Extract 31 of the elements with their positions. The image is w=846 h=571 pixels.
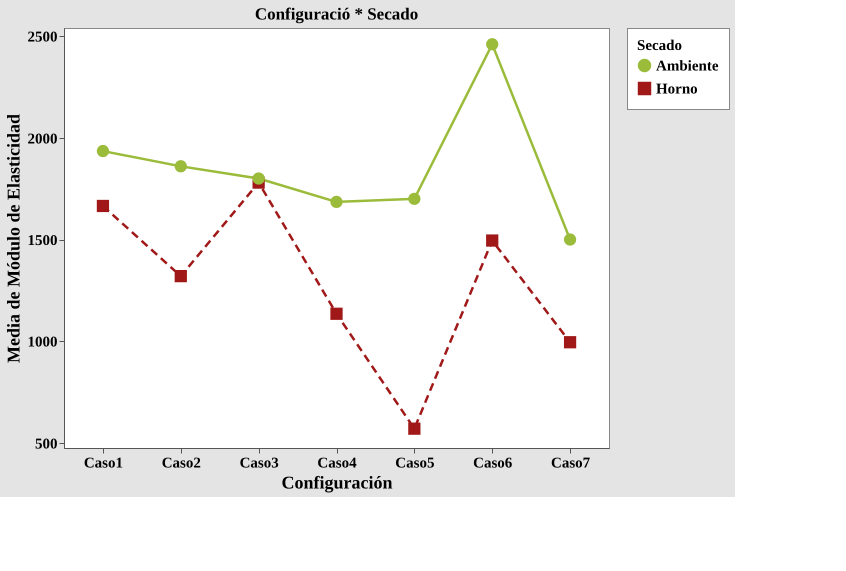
point — [486, 234, 498, 247]
legend-label: Ambiente — [656, 58, 719, 74]
legend-title: Secado — [637, 38, 682, 54]
point — [564, 336, 576, 348]
x-tick-label: Caso6 — [473, 456, 513, 472]
y-tick-label: 1500 — [28, 233, 58, 250]
y-axis-title: Media de Módulo de Elasticidad — [4, 114, 24, 364]
y-tick-label: 500 — [35, 436, 58, 452]
point — [330, 308, 343, 320]
point — [330, 196, 343, 208]
point — [252, 172, 265, 185]
point — [408, 192, 420, 205]
point — [174, 270, 187, 282]
y-tick-label: 2500 — [28, 30, 58, 46]
y-tick-label: 2000 — [28, 131, 58, 148]
y-tick-label: 1000 — [28, 334, 58, 351]
x-tick-label: Caso4 — [317, 456, 358, 472]
chart-title: Configuració * Secado — [254, 4, 418, 24]
x-tick-label: Caso5 — [395, 456, 434, 472]
x-tick-label: Caso2 — [162, 456, 201, 472]
point — [96, 200, 110, 212]
legend-label: Horno — [656, 82, 698, 98]
point — [486, 38, 498, 50]
point — [408, 422, 420, 435]
point — [174, 160, 187, 172]
x-tick-label: Caso7 — [550, 456, 591, 472]
x-tick-label: Caso1 — [84, 456, 124, 472]
x-axis-title: Configuración — [281, 472, 393, 492]
x-tick-label: Caso3 — [240, 456, 279, 472]
point — [96, 144, 110, 158]
point — [564, 233, 576, 246]
